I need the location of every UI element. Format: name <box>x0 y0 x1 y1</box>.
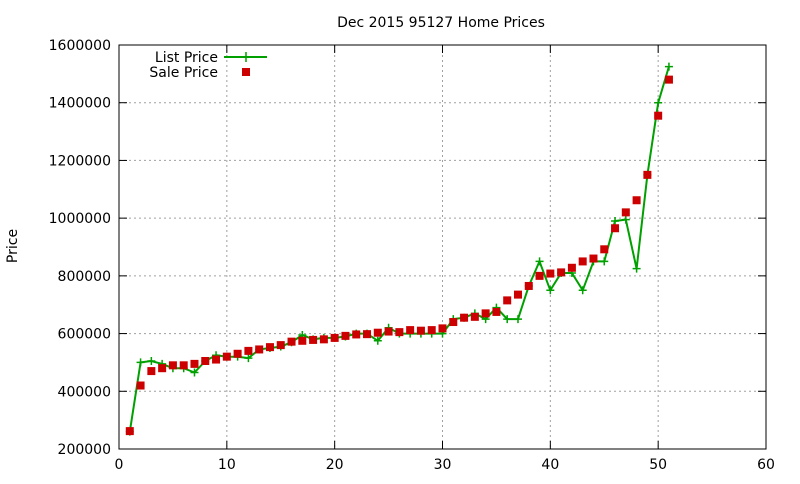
list-price-point <box>611 217 620 226</box>
list-price-point <box>621 215 630 224</box>
axis-ticks: 200000 400000 600000 800000 1000000 1200000 14… <box>49 38 775 473</box>
sale-price-point <box>373 328 382 337</box>
sale-price-point <box>449 318 458 327</box>
list-price-point <box>244 354 253 363</box>
x-tick-label: 30 <box>434 457 452 473</box>
sale-price-point <box>654 111 663 120</box>
sale-price-point <box>125 427 134 436</box>
sale-price-point <box>470 312 479 321</box>
sale-price-point <box>212 355 221 364</box>
sale-price-point <box>643 170 652 179</box>
y-tick-label: 400000 <box>58 384 111 400</box>
y-tick-label: 1600000 <box>49 38 111 54</box>
y-tick-label: 800000 <box>58 269 111 285</box>
sale-price-point <box>632 196 641 205</box>
sale-price-point <box>330 333 339 342</box>
sale-price-point <box>276 341 285 350</box>
sale-price-point <box>406 326 415 335</box>
sale-price-point <box>481 309 490 318</box>
chart-title: Dec 2015 95127 Home Prices <box>337 15 545 31</box>
sale-price-point <box>168 361 177 370</box>
sale-price-point <box>438 324 447 333</box>
list-price-line <box>128 66 670 432</box>
x-tick-label: 0 <box>115 457 124 473</box>
legend-label: Sale Price <box>149 65 218 81</box>
x-tick-label: 10 <box>218 457 236 473</box>
list-price-point <box>600 257 609 266</box>
list-price-point <box>136 358 145 367</box>
sale-price-point <box>384 327 393 336</box>
y-tick-label: 1400000 <box>49 96 111 112</box>
list-price-point <box>535 257 544 266</box>
legend-plus-swatch <box>241 52 251 62</box>
sale-price-point <box>244 346 253 355</box>
x-tick-label: 40 <box>541 457 559 473</box>
sale-price-point <box>298 336 307 345</box>
sale-price-point <box>265 343 274 352</box>
grid <box>119 45 766 449</box>
sale-price-point <box>492 307 501 316</box>
list-price-point <box>578 286 587 295</box>
sale-price-point <box>567 263 576 272</box>
list-price-point <box>147 356 156 365</box>
legend-square-swatch <box>242 68 250 76</box>
sale-price-point <box>557 268 566 277</box>
series-layer <box>125 62 673 436</box>
sale-price-point <box>147 367 156 376</box>
sale-price-point <box>201 356 210 365</box>
list-price-point <box>190 368 199 377</box>
sale-price-point <box>363 330 372 339</box>
sale-price-point <box>427 326 436 335</box>
x-tick-label: 60 <box>757 457 775 473</box>
y-tick-label: 200000 <box>58 442 111 458</box>
y-tick-label: 1000000 <box>49 211 111 227</box>
sale-price-point <box>190 359 199 368</box>
sale-price-point <box>535 271 544 280</box>
sale-price-point <box>611 224 620 233</box>
legend-label: List Price <box>155 50 218 66</box>
list-price-point <box>654 98 663 107</box>
sale-price-point <box>416 326 425 335</box>
sale-price-point <box>395 328 404 337</box>
sale-price-point <box>319 335 328 344</box>
sale-price-point <box>309 335 318 344</box>
sale-price-point <box>524 281 533 290</box>
sale-price-point <box>158 364 167 373</box>
sale-price-point <box>255 345 264 354</box>
x-tick-label: 50 <box>649 457 667 473</box>
sale-price-point <box>546 269 555 278</box>
list-price-point <box>503 315 512 324</box>
sale-price-point <box>222 352 231 361</box>
plot-frame <box>118 44 767 450</box>
sale-price-point <box>513 290 522 299</box>
sale-price-point <box>589 254 598 263</box>
x-tick-label: 20 <box>326 457 344 473</box>
sale-price-point <box>600 245 609 254</box>
sale-price-point <box>460 313 469 322</box>
sale-price-point <box>136 381 145 390</box>
y-axis-label: Price <box>5 229 21 263</box>
sale-price-point <box>341 331 350 340</box>
sale-price-point <box>503 296 512 305</box>
list-price-point <box>373 336 382 345</box>
sale-price-point <box>578 257 587 266</box>
sale-price-point <box>287 337 296 346</box>
sale-price-point <box>179 361 188 370</box>
y-tick-label: 1200000 <box>49 153 111 169</box>
list-price-point <box>513 315 522 324</box>
list-price-point <box>546 286 555 295</box>
list-price-point <box>664 62 673 71</box>
sale-price-point <box>233 349 242 358</box>
y-tick-label: 600000 <box>58 327 111 343</box>
sale-price-point <box>664 75 673 84</box>
list-price-point <box>632 264 641 273</box>
sale-price-point <box>352 330 361 339</box>
sale-price-point <box>621 208 630 217</box>
